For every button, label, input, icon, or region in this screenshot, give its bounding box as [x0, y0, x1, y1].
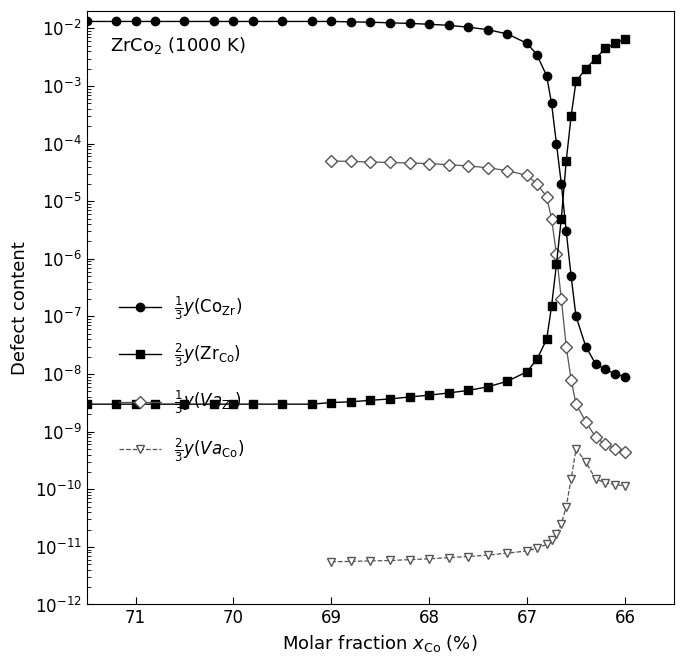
X-axis label: Molar fraction $x_{\mathrm{Co}}$ (%): Molar fraction $x_{\mathrm{Co}}$ (%)	[282, 633, 478, 654]
Legend: $\frac{1}{3}y(\mathrm{Co_{Zr}})$, $\frac{2}{3}y(\mathrm{Zr_{Co}})$, $\frac{1}{3}: $\frac{1}{3}y(\mathrm{Co_{Zr}})$, $\frac…	[112, 287, 251, 470]
Text: ZrCo$_2$ (1000 K): ZrCo$_2$ (1000 K)	[110, 35, 246, 56]
Y-axis label: Defect content: Defect content	[11, 241, 29, 374]
